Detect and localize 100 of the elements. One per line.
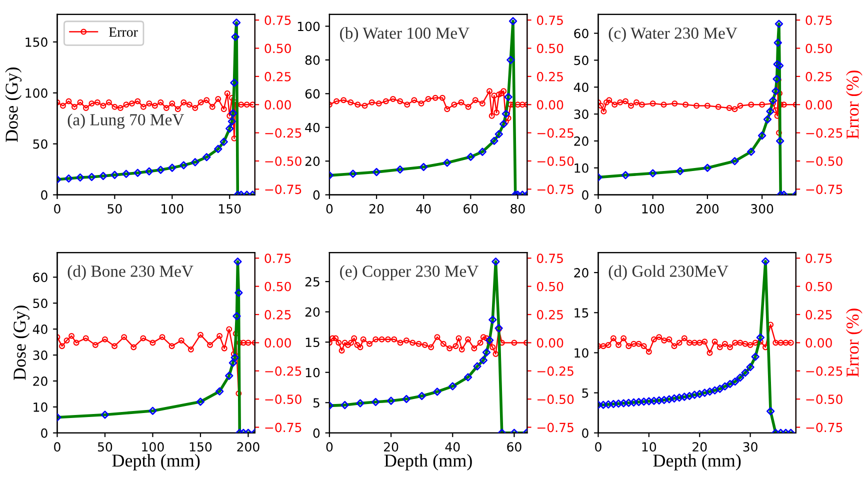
x-axis-title: Depth (mm) <box>384 454 472 470</box>
y2-tick-label: 0.75 <box>264 16 291 25</box>
x-tick-label: 20 <box>384 442 398 452</box>
y2-tick-label: −0.25 <box>806 128 842 138</box>
y2-tick-label: −0.50 <box>537 156 574 166</box>
y-tick-label: 20 <box>305 156 320 166</box>
y2-tick-label: −0.50 <box>806 394 842 404</box>
y2-tick-label: −0.75 <box>537 184 574 194</box>
x-tick-label: 300 <box>751 204 774 214</box>
x-tick-label: 200 <box>696 204 719 214</box>
y2-tick-label: −0.50 <box>537 394 574 404</box>
x-axis-title: Depth (mm) <box>112 454 200 470</box>
text: (e) Copper 230 MeV <box>340 265 478 280</box>
y2-tick-label: 0.50 <box>806 44 832 54</box>
x-tick-label: 0 <box>595 204 602 214</box>
x-tick-label: 0 <box>54 442 60 452</box>
y2-tick-label: −0.75 <box>806 184 842 194</box>
x-tick-label: 0 <box>595 442 602 452</box>
y2-tick-label: 0.00 <box>536 338 564 348</box>
x-tick-label: 20 <box>692 442 707 452</box>
y-tick-label: 50 <box>33 139 48 149</box>
y2-tick-label: 0.75 <box>536 16 563 25</box>
y2-tick-label: −0.50 <box>806 156 842 166</box>
y2-tick-label: 0.00 <box>264 338 291 348</box>
text: (d) Bone 230 MeV <box>68 265 194 280</box>
x-axis-title: Depth (mm) <box>653 454 741 470</box>
y2-tick-label: 0.50 <box>806 282 832 292</box>
y2-tick-label: −0.75 <box>806 422 842 432</box>
text: (c) Water 230 MeV <box>608 27 738 42</box>
y-tick-label: 40 <box>32 324 48 334</box>
y2-tick-label: 0.00 <box>806 100 832 110</box>
y2-tick-label: 0.75 <box>806 16 832 25</box>
y-tick-label: 30 <box>574 110 588 119</box>
y2-tick-label: 0.50 <box>536 282 564 292</box>
legend-label: Error <box>109 28 138 37</box>
y2-tick-label: −0.25 <box>806 366 842 376</box>
y-tick-label: 10 <box>574 163 588 173</box>
y2-axis-title: Error (%) <box>846 70 862 139</box>
x-tick-label: 100 <box>142 442 164 452</box>
y-tick-label: 40 <box>574 82 588 92</box>
y-tick-label: 80 <box>305 55 320 65</box>
y2-tick-label: 0.25 <box>536 72 563 82</box>
x-tick-label: 60 <box>464 204 478 214</box>
y-tick-label: 5 <box>582 388 588 398</box>
y2-tick-label: 0.25 <box>806 310 832 320</box>
y2-tick-label: −0.75 <box>265 184 302 194</box>
x-tick-label: 30 <box>743 442 758 452</box>
y-tick-label: 20 <box>305 307 320 317</box>
y2-tick-label: −0.50 <box>265 156 302 166</box>
y-tick-label: 40 <box>305 122 320 132</box>
y-tick-label: 10 <box>34 402 48 412</box>
y-tick-label: 30 <box>33 350 48 360</box>
y-tick-label: 15 <box>574 308 588 318</box>
x-tick-label: 200 <box>237 442 260 452</box>
y2-tick-label: 0.25 <box>806 72 832 82</box>
y-tick-label: 100 <box>298 22 320 32</box>
y-tick-label: 10 <box>306 368 320 378</box>
y-tick-label: 15 <box>306 338 320 348</box>
x-tick-label: 80 <box>510 204 525 214</box>
y-tick-label: 25 <box>305 277 320 287</box>
y2-tick-label: 0.50 <box>264 282 291 292</box>
y-tick-label: 60 <box>33 272 48 282</box>
y2-tick-label: 0.00 <box>806 338 832 348</box>
x-tick-label: 50 <box>98 442 112 452</box>
y2-tick-label: 0.50 <box>264 44 291 54</box>
y-tick-label: 0 <box>41 428 48 438</box>
y2-tick-label: −0.75 <box>537 422 574 432</box>
y2-tick-label: 0.25 <box>264 310 291 320</box>
y-tick-label: 0 <box>313 190 320 200</box>
text: (b) Water 100 MeV <box>340 27 470 42</box>
y-tick-label: 150 <box>26 37 48 47</box>
y-tick-label: 20 <box>33 376 48 386</box>
y-axis-title: Dose (Gy) <box>13 306 30 380</box>
y2-axis-title: Error (%) <box>846 308 862 378</box>
x-tick-label: 0 <box>326 204 333 214</box>
y2-tick-label: 0.50 <box>536 44 564 54</box>
x-tick-label: 50 <box>108 204 122 214</box>
y2-tick-label: −0.25 <box>537 366 574 376</box>
y2-tick-label: −0.25 <box>537 128 574 138</box>
y-tick-label: 50 <box>33 298 48 308</box>
y-tick-label: 20 <box>574 136 588 146</box>
y2-tick-label: −0.25 <box>265 128 302 138</box>
y2-tick-label: 0.25 <box>264 72 291 82</box>
y-tick-label: 10 <box>574 348 588 358</box>
text: (d) Gold 230MeV <box>608 265 728 280</box>
y2-tick-label: 0.25 <box>536 310 563 320</box>
y-tick-label: 5 <box>313 398 320 408</box>
x-tick-label: 100 <box>642 204 664 214</box>
x-tick-label: 10 <box>642 442 656 452</box>
text: (a) Lung 70 MeV <box>68 114 184 129</box>
x-tick-label: 0 <box>54 204 60 214</box>
x-tick-label: 40 <box>445 442 460 452</box>
y-tick-label: 60 <box>305 89 320 99</box>
y2-tick-label: 0.00 <box>536 100 564 110</box>
x-tick-label: 20 <box>369 204 384 214</box>
x-tick-label: 150 <box>190 442 212 452</box>
y-tick-label: 100 <box>26 88 48 98</box>
y-tick-label: 50 <box>574 56 588 66</box>
y2-tick-label: −0.50 <box>265 394 302 404</box>
y2-tick-label: 0.75 <box>536 254 563 264</box>
